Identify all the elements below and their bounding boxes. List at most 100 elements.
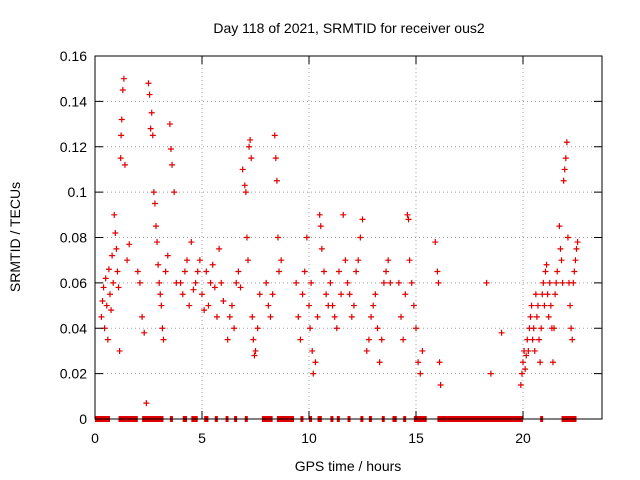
data-point [327,279,334,286]
data-point [98,313,105,320]
data-point [413,325,419,332]
data-point [520,359,526,366]
data-point [184,257,191,264]
data-point [106,291,113,298]
data-point [408,279,415,286]
data-point [549,359,556,366]
data-point [157,291,164,298]
data-point [525,347,532,354]
data-point [252,347,259,354]
data-point [199,291,205,298]
data-point [278,257,285,264]
data-point [406,257,413,264]
data-point [531,347,538,354]
data-point [110,279,117,286]
data-point [317,223,324,230]
data-point [432,239,439,246]
data-point [152,223,159,230]
data-point [243,234,250,241]
data-point [435,279,442,286]
data-point [134,268,141,275]
data-point [383,268,390,275]
data-point [571,268,578,275]
data-point [126,241,133,248]
data-point [205,302,212,309]
data-point [120,75,127,82]
data-point [517,381,524,388]
data-point [139,313,146,320]
data-point [333,325,340,332]
data-point [404,211,411,218]
data-point [532,291,539,298]
data-point [118,116,125,123]
data-point [309,347,316,354]
data-point [203,268,210,275]
data-point [318,245,325,252]
data-point [159,325,166,332]
data-point [574,239,581,246]
data-point [553,279,560,286]
data-point [169,161,176,168]
data-point [340,211,347,218]
x-tick-label: 20 [515,430,531,446]
data-point [177,279,184,286]
x-tick-label: 5 [198,430,206,446]
data-point [419,347,426,354]
data-point [398,313,405,320]
data-point [547,302,554,309]
data-point [102,275,109,282]
data-point [196,257,203,264]
y-tick-label: 0.1 [68,184,88,200]
data-point [436,359,443,366]
data-point [166,121,173,128]
data-point [541,302,548,309]
data-point [537,359,544,366]
data-point [558,257,565,264]
data-point [570,279,577,286]
data-point [560,177,567,184]
y-axis-label: SRMTID / TECUs [7,182,23,292]
data-point [111,211,118,218]
chart-title: Day 118 of 2021, SRMTID for receiver ous… [213,20,485,36]
data-point [239,166,246,173]
data-point [331,313,338,320]
x-tick-label: 10 [301,430,317,446]
data-point [251,352,258,359]
data-point [338,291,345,298]
data-point [372,291,379,298]
data-point [271,132,278,139]
data-point [552,291,559,298]
y-tick-label: 0.02 [60,366,87,382]
data-point [242,189,249,196]
data-point [370,302,377,309]
data-point [395,279,402,286]
data-point [301,268,308,275]
data-point [348,313,355,320]
data-point [323,291,330,298]
data-point [522,366,529,373]
data-point [188,239,195,246]
data-point [357,234,364,241]
data-point [312,359,319,366]
data-point [245,257,252,264]
y-tick-label: 0.06 [60,275,87,291]
data-point [344,279,351,286]
data-point [273,177,280,184]
y-tick-label: 0.04 [60,320,87,336]
data-point [115,284,122,291]
data-point [118,132,125,139]
data-point [274,234,281,241]
data-point [363,347,370,354]
grid-lines [95,56,602,419]
data-point [353,268,360,275]
data-point [378,336,385,343]
data-point [293,279,300,286]
x-tick-label: 0 [91,430,99,446]
data-point [250,336,257,343]
data-point [534,302,541,309]
data-point [164,252,171,259]
data-point [99,298,106,305]
data-point [295,313,302,320]
data-point [228,302,235,309]
